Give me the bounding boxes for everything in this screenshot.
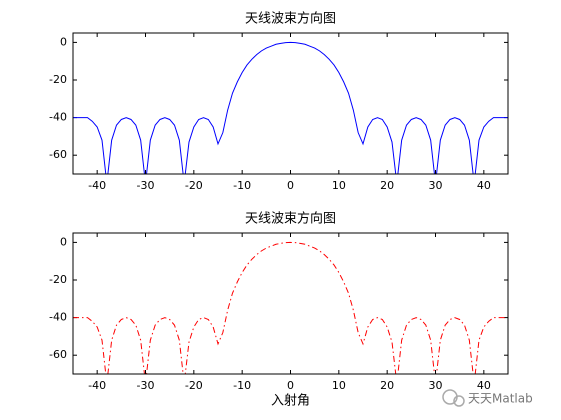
y-tick-label: -20 <box>49 73 67 86</box>
x-tick-label: 30 <box>429 179 443 192</box>
y-tick-label: -60 <box>49 148 67 161</box>
x-axis-label: 入射角 <box>271 393 310 409</box>
x-tick-label: 30 <box>429 379 443 392</box>
x-tick-label: 0 <box>287 379 294 392</box>
x-tick-label: -40 <box>88 379 106 392</box>
x-tick-label: -10 <box>233 379 251 392</box>
data-line <box>73 241 508 374</box>
x-tick-label: -30 <box>137 379 155 392</box>
y-tick-label: 0 <box>60 235 67 248</box>
axes-box <box>72 232 509 375</box>
y-tick-label: -60 <box>49 348 67 361</box>
y-tick-label: -40 <box>49 111 67 124</box>
chart-title: 天线波束方向图 <box>245 11 336 27</box>
x-tick-label: 40 <box>477 179 491 192</box>
axes-box <box>72 32 509 175</box>
x-tick-label: 10 <box>332 379 346 392</box>
x-tick-label: -40 <box>88 179 106 192</box>
x-tick-label: 20 <box>380 379 394 392</box>
y-tick-label: -20 <box>49 273 67 286</box>
x-tick-label: -30 <box>137 179 155 192</box>
x-tick-label: 0 <box>287 179 294 192</box>
x-tick-label: -20 <box>185 379 203 392</box>
x-tick-label: 40 <box>477 379 491 392</box>
x-tick-label: 20 <box>380 179 394 192</box>
x-tick-label: -20 <box>185 179 203 192</box>
x-tick-label: -10 <box>233 179 251 192</box>
chart-title: 天线波束方向图 <box>245 211 336 227</box>
x-tick-label: 10 <box>332 179 346 192</box>
watermark: 天天Matlab <box>442 389 533 407</box>
watermark-text: 天天Matlab <box>468 392 533 406</box>
y-tick-label: 0 <box>60 35 67 48</box>
data-line <box>73 41 508 174</box>
y-tick-label: -40 <box>49 311 67 324</box>
